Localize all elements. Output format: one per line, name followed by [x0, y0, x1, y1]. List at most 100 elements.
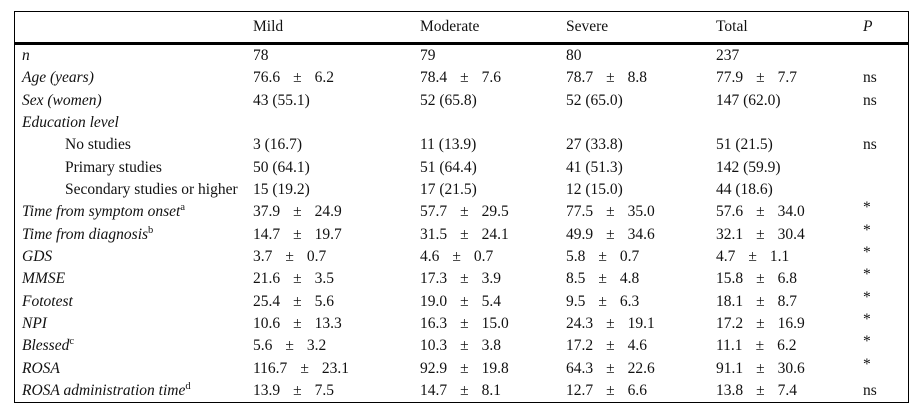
- p-value-cell: *: [863, 266, 871, 284]
- row-label-footnote-superscript: d: [185, 380, 191, 392]
- mean-value: 57.6: [716, 203, 744, 221]
- sd-value: 6.3: [619, 292, 640, 310]
- sd-value: 23.1: [321, 359, 349, 377]
- p-value-cell: ns: [863, 91, 877, 109]
- mean-value: 5.8: [566, 247, 586, 265]
- value-cell: 10.6 ±13.3: [253, 315, 420, 333]
- value-cell: 91.1 ±30.6: [716, 360, 863, 378]
- plus-minus-sign: ±: [598, 247, 607, 265]
- value-cell: 9.5 ±6.3: [566, 293, 716, 311]
- value-cell: 57.6 ±34.0: [716, 203, 863, 221]
- sd-value: 6.6: [627, 381, 648, 399]
- mean-value: 24.3: [566, 314, 594, 332]
- sd-value: 7.5: [314, 381, 335, 399]
- value-cell: 8.5 ±4.8: [566, 270, 716, 288]
- value-cell: 17.3 ±3.9: [420, 270, 566, 288]
- value-cell: 77.5 ±35.0: [566, 203, 716, 221]
- plus-minus-sign: ±: [293, 314, 302, 332]
- value-cell: 76.6 ±6.2: [253, 69, 420, 87]
- mean-value: 17.3: [420, 270, 448, 288]
- row-label: Education level: [22, 114, 119, 132]
- value-cell: 52 (65.0): [566, 91, 623, 109]
- mean-value: 31.5: [420, 225, 448, 243]
- p-value-cell: ns: [863, 381, 877, 399]
- sd-value: 15.0: [481, 314, 509, 332]
- plus-minus-sign: ±: [756, 270, 765, 288]
- sd-value: 8.1: [481, 381, 502, 399]
- value-cell: 3 (16.7): [253, 136, 303, 154]
- value-cell: 3.7 ±0.7: [253, 248, 420, 266]
- mean-value: 17.2: [566, 337, 594, 355]
- p-value-cell: *: [863, 288, 871, 306]
- mean-value: 9.5: [566, 292, 586, 310]
- value-cell: 78.4 ±7.6: [420, 69, 566, 87]
- plus-minus-sign: ±: [285, 337, 294, 355]
- row-label-footnote-superscript: b: [148, 224, 154, 236]
- mean-value: 14.7: [420, 381, 448, 399]
- value-cell: 79: [420, 47, 436, 65]
- mean-value: 32.1: [716, 225, 744, 243]
- value-cell: 15 (19.2): [253, 181, 310, 199]
- row-label-footnote-superscript: c: [69, 336, 75, 348]
- sd-value: 8.7: [777, 292, 798, 310]
- sd-value: 29.5: [481, 203, 509, 221]
- clinical-characteristics-table: Mild Moderate Severe Total P n 78 79 80 237 A…: [14, 11, 909, 403]
- plus-minus-sign: ±: [452, 247, 461, 265]
- value-cell: 17.2 ±4.6: [566, 337, 716, 355]
- value-cell: 12 (15.0): [566, 181, 623, 199]
- column-header-p-value: P: [863, 18, 873, 35]
- plus-minus-sign: ±: [293, 292, 302, 310]
- value-cell: 41 (51.3): [566, 158, 623, 176]
- mean-value: 57.7: [420, 203, 448, 221]
- p-value-cell: *: [863, 199, 871, 217]
- sd-value: 3.9: [481, 270, 502, 288]
- plus-minus-sign: ±: [756, 69, 765, 87]
- plus-minus-sign: ±: [460, 69, 469, 87]
- plus-minus-sign: ±: [598, 292, 607, 310]
- plus-minus-sign: ±: [606, 314, 615, 332]
- plus-minus-sign: ±: [460, 270, 469, 288]
- p-value-cell: *: [863, 355, 871, 373]
- value-cell: 11.1 ±6.2: [716, 337, 863, 355]
- plus-minus-sign: ±: [606, 225, 615, 243]
- table-row: GDS 3.7 ±0.7 4.6 ±0.7 5.8 ±0.7 4.7 ±1.1 *: [15, 243, 908, 268]
- table-row: Primary studies 50 (64.1) 51 (64.4) 41 (51.…: [15, 157, 908, 179]
- value-cell: 11 (13.9): [420, 136, 477, 154]
- row-label: Sex (women): [22, 91, 102, 109]
- sd-value: 1.1: [769, 247, 790, 265]
- plus-minus-sign: ±: [606, 359, 615, 377]
- row-label: Blessedc: [22, 336, 75, 355]
- plus-minus-sign: ±: [606, 337, 615, 355]
- sd-value: 5.6: [314, 292, 335, 310]
- column-header-severe: Severe: [566, 18, 609, 35]
- plus-minus-sign: ±: [748, 247, 757, 265]
- value-cell: 37.9 ±24.9: [253, 203, 420, 221]
- table-row: ROSA 116.7 ±23.1 92.9 ±19.8 64.3 ±22.6 91.1 ±30.…: [15, 355, 908, 379]
- value-cell: 49.9 ±34.6: [566, 226, 716, 244]
- mean-value: 21.6: [253, 270, 281, 288]
- value-cell: 21.6 ±3.5: [253, 270, 420, 288]
- plus-minus-sign: ±: [460, 292, 469, 310]
- p-value-cell: *: [863, 243, 871, 261]
- value-cell: 78: [253, 47, 269, 65]
- mean-value: 91.1: [716, 359, 744, 377]
- value-cell: 4.6 ±0.7: [420, 248, 566, 266]
- mean-value: 13.9: [253, 381, 281, 399]
- plus-minus-sign: ±: [293, 69, 302, 87]
- value-cell: 17 (21.5): [420, 181, 477, 199]
- plus-minus-sign: ±: [755, 337, 765, 355]
- mean-value: 13.8: [716, 381, 744, 399]
- plus-minus-sign: ±: [293, 381, 302, 399]
- p-value-cell: *: [863, 310, 871, 328]
- plus-minus-sign: ±: [460, 314, 469, 332]
- p-value-cell: ns: [863, 136, 877, 154]
- table-row: Sex (women) 43 (55.1) 52 (65.8) 52 (65.0) 14…: [15, 90, 908, 112]
- mean-value: 78.4: [420, 69, 448, 87]
- sd-value: 16.9: [777, 314, 805, 332]
- value-cell: 5.6 ±3.2: [253, 337, 420, 355]
- mean-value: 64.3: [566, 359, 594, 377]
- value-cell: 17.2 ±16.9: [716, 315, 863, 333]
- plus-minus-sign: ±: [460, 225, 469, 243]
- table-row: Time from diagnosisb 14.7 ±19.7 31.5 ±24.1 49…: [15, 222, 908, 246]
- mean-value: 18.1: [716, 292, 744, 310]
